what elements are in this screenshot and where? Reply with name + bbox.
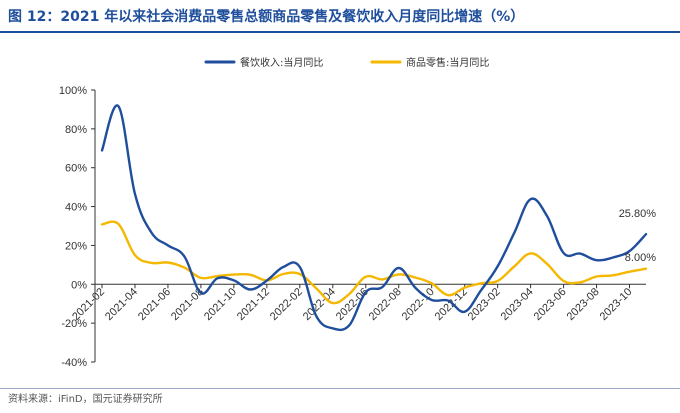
x-tick-label: 2021-12 — [235, 286, 272, 323]
x-tick-label: 2022-02 — [268, 286, 305, 323]
y-tick-label: 60% — [65, 163, 87, 175]
x-tick-label: 2022-08 — [367, 286, 404, 323]
chart-title: 图 12：2021 年以来社会消费品零售总额商品零售及餐饮收入月度同比增速（%） — [8, 9, 525, 25]
series-layer — [100, 104, 648, 332]
title-underline — [0, 31, 680, 33]
y-tick-label: 100% — [59, 85, 87, 97]
x-tick-label: 2023-10 — [598, 286, 635, 323]
end-value-label: 8.00% — [625, 252, 656, 264]
x-tick-label: 2023-08 — [565, 286, 602, 323]
source-note: 资料来源：iFinD，国元证券研究所 — [8, 394, 163, 405]
y-tick-label: 0% — [71, 279, 87, 291]
x-axis: 2021-022021-042021-062021-082021-102021-… — [70, 283, 646, 323]
x-tick-label: 2022-12 — [433, 286, 470, 323]
legend-label: 餐饮收入:当月同比 — [240, 56, 323, 69]
y-tick-label: -40% — [61, 357, 87, 369]
series-line-catering — [100, 104, 648, 332]
y-tick-label: 40% — [65, 202, 87, 214]
line-chart: 餐饮收入:当月同比 商品零售:当月同比 100% 80% 60% 40% 20% 0% -20… — [59, 56, 657, 369]
y-tick-label: -20% — [61, 318, 87, 330]
x-tick-label: 2021-04 — [103, 286, 140, 323]
x-tick-label: 2021-06 — [136, 286, 173, 323]
y-tick-label: 80% — [65, 124, 87, 136]
x-tick-label: 2021-02 — [70, 286, 107, 323]
legend: 餐饮收入:当月同比 商品零售:当月同比 — [204, 56, 489, 69]
x-tick-label: 2023-04 — [499, 286, 536, 323]
source-divider — [0, 388, 680, 389]
x-tick-label: 2023-06 — [532, 286, 569, 323]
legend-label: 商品零售:当月同比 — [406, 56, 489, 69]
end-value-label: 25.80% — [619, 208, 657, 220]
y-tick-label: 20% — [65, 240, 87, 252]
end-labels: 25.80% 8.00% — [619, 208, 657, 264]
y-axis: 100% 80% 60% 40% 20% 0% -20% -40% — [59, 85, 96, 369]
